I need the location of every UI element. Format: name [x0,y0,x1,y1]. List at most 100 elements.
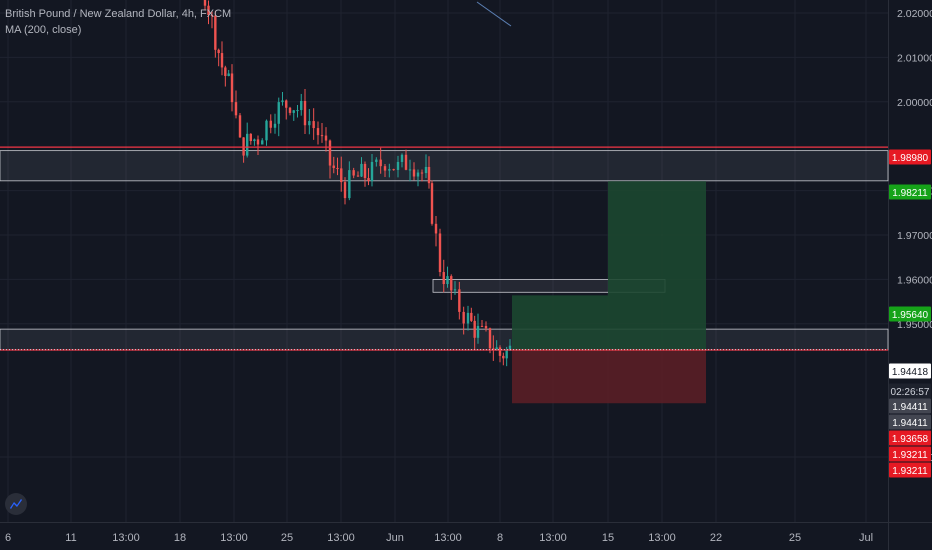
candle-body [220,53,224,68]
position-stop-zone[interactable] [512,349,706,404]
y-tick-label: 1.97000 [897,230,932,242]
candle-body [430,183,434,224]
candle-body [324,135,328,141]
indicator-label[interactable]: MA (200, close) [5,24,82,36]
x-tick-label: 13:00 [220,532,248,544]
candle-body [476,325,480,338]
candle-body [442,272,445,285]
candle-body [281,100,284,103]
candle-body [375,159,378,162]
candle-body [303,100,307,126]
x-tick-label: 22 [710,532,722,544]
y-tick-label: 1.96000 [897,274,932,286]
trend-line[interactable] [476,1,512,27]
chart-legend: British Pound / New Zealand Dollar, 4h, … [5,6,231,38]
candle-body [505,349,508,359]
price-label-text: 1.98980 [892,153,929,164]
candle-body [420,172,424,174]
x-tick-label: 13:00 [327,532,355,544]
price-label-text: 1.94411 [892,418,928,429]
x-tick-label: 13:00 [434,532,462,544]
candle-body [269,120,272,128]
position-profit-zone[interactable] [608,181,706,350]
candle-body [498,347,502,356]
candle-body [470,312,473,321]
demand-zone[interactable] [0,328,889,351]
position-profit-zone-partial[interactable] [512,295,608,350]
candle-body [367,178,370,182]
price-label-text: 1.94418 [892,367,929,378]
price-label-text: 1.95640 [892,310,929,321]
price-label-red [889,430,931,446]
candle-body [253,139,256,142]
candle-body [416,172,420,177]
x-tick-label: 11 [65,532,76,544]
x-tick-label: 15 [602,532,614,544]
candle-body [300,100,303,111]
candle-body [396,161,400,170]
price-label-green [889,306,931,322]
candle-body [404,154,408,170]
x-tick-label: 13:00 [648,532,676,544]
candle-body [328,140,332,166]
x-tick-label: 13:00 [539,532,567,544]
candle-body [400,154,404,162]
x-tick-label: 25 [789,532,801,544]
price-label-text: 02:26:57 [891,387,930,398]
candle-body [363,163,367,179]
candle-body [256,139,260,145]
candle-body [242,137,245,156]
y-tick-label: 2.02000 [897,8,932,20]
candle-body [453,289,457,291]
candle-body [348,170,351,199]
candle-body [508,345,512,350]
candle-body [312,121,315,129]
candle-body [492,348,495,351]
candle-body [249,133,252,142]
candle-body [473,320,476,338]
price-label-text: 1.93211 [892,450,928,461]
candle-body [392,169,395,171]
price-label-text: 1.94411 [892,402,928,413]
candle-body [227,73,230,76]
candle-body [446,276,449,285]
candle-body [214,15,217,50]
y-tick-label: 2.01000 [897,52,932,64]
candle-body [207,5,210,16]
candle-body [336,168,339,170]
candle-body [434,223,438,234]
symbol-title[interactable]: British Pound / New Zealand Dollar, 4h, … [5,8,232,20]
candle-body [462,311,465,324]
x-tick-label: 25 [281,532,293,544]
price-label-white [889,363,931,379]
x-tick-label: Jun [386,532,404,544]
price-label-dark [889,383,931,399]
candle-body [296,110,299,112]
candle-body [495,347,498,351]
tradingview-logo-icon[interactable] [5,493,27,515]
x-tick-label: 6 [5,532,11,544]
candle-body [308,121,311,126]
x-tick-label: 13:00 [112,532,140,544]
price-label-red [889,462,931,478]
candle-body [265,120,268,141]
price-label-green [889,184,931,200]
logo-glyph [10,499,22,509]
candle-body [438,233,442,273]
candle-body [277,102,280,124]
candle-body [203,0,207,6]
candle-body [388,169,391,171]
y-tick-label: 1.95000 [897,319,932,331]
candle-body [379,159,382,167]
supply-zone[interactable] [0,150,889,182]
candle-body [356,175,360,177]
candle-body [360,163,363,177]
candle-body [210,15,214,17]
candle-body [316,128,320,136]
candle-body [238,115,242,138]
candle-body [273,123,277,128]
candle-body [285,100,288,108]
